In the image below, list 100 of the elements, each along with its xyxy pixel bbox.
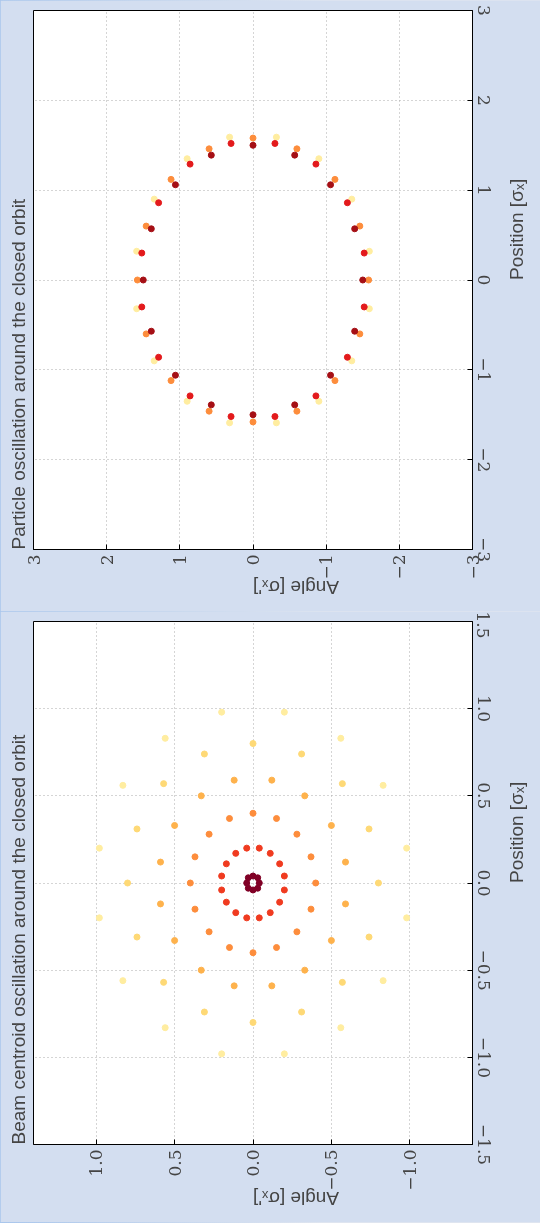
point <box>327 181 335 189</box>
point <box>312 879 320 887</box>
point <box>133 825 141 833</box>
point <box>356 330 364 338</box>
point <box>351 327 359 335</box>
point <box>197 792 205 800</box>
x-axis-title: Angle [σₓ'] <box>252 577 340 599</box>
y-tick-label: −1.0 <box>473 1036 494 1078</box>
point <box>338 978 346 986</box>
point <box>225 815 233 822</box>
point <box>200 750 208 758</box>
point <box>155 199 163 207</box>
point <box>150 195 158 203</box>
point <box>157 900 164 908</box>
point <box>95 844 103 852</box>
point <box>291 151 299 159</box>
point <box>171 937 179 945</box>
point <box>298 750 306 758</box>
point <box>348 357 356 365</box>
y-tick-label: 2 <box>473 94 494 106</box>
point <box>379 781 387 789</box>
point <box>276 860 284 868</box>
point <box>301 792 309 800</box>
point <box>249 740 257 748</box>
point <box>227 413 235 421</box>
y-axis-title: Position [σₓ] <box>506 178 527 280</box>
point <box>133 933 141 941</box>
y-tick-label: 0 <box>473 274 494 286</box>
point <box>403 844 411 852</box>
point <box>315 155 323 163</box>
point <box>291 401 299 409</box>
point <box>337 1024 345 1032</box>
point <box>155 353 163 361</box>
point <box>280 708 288 716</box>
point <box>124 879 132 887</box>
point <box>161 1024 169 1032</box>
point <box>360 303 368 311</box>
point <box>243 844 251 852</box>
point <box>183 155 191 163</box>
point <box>161 734 169 742</box>
point <box>147 225 155 233</box>
x-tick-label: −1.0 <box>399 1149 420 1191</box>
point <box>276 898 284 906</box>
point <box>205 830 213 838</box>
text: Beam centroid oscillation around the closed orbit <box>7 733 29 1145</box>
y-tick-label: −2 <box>473 447 494 473</box>
point <box>374 879 382 887</box>
point <box>331 377 339 385</box>
point <box>255 844 263 852</box>
x-tick-label: −0.5 <box>321 1149 342 1191</box>
point <box>272 133 280 141</box>
point <box>119 781 127 789</box>
point <box>273 944 281 951</box>
point <box>342 900 349 908</box>
point <box>191 905 199 913</box>
point <box>142 222 150 230</box>
point <box>365 825 373 833</box>
x-tick-label: 1.0 <box>86 1149 107 1177</box>
point <box>268 982 276 990</box>
point <box>225 944 233 951</box>
point <box>351 225 359 233</box>
point <box>142 330 150 338</box>
point <box>167 377 175 385</box>
point <box>95 914 103 922</box>
point <box>205 145 213 153</box>
point <box>232 849 240 857</box>
point <box>271 139 279 147</box>
point <box>133 276 141 284</box>
point <box>293 407 301 415</box>
point <box>266 909 274 917</box>
point <box>327 937 335 945</box>
point <box>160 780 168 788</box>
x-tick-label: 1 <box>169 554 190 566</box>
point <box>244 884 252 892</box>
point <box>230 982 238 990</box>
point <box>271 413 279 421</box>
point <box>230 776 238 784</box>
point <box>280 886 288 894</box>
point <box>119 977 127 985</box>
point <box>218 708 226 716</box>
y-tick-label: 0.5 <box>473 782 494 810</box>
point <box>243 914 251 922</box>
y-tick-label: 0.0 <box>473 869 494 897</box>
point <box>327 371 335 379</box>
point <box>171 181 179 189</box>
point <box>186 392 194 400</box>
point <box>255 879 263 887</box>
point <box>293 928 301 936</box>
x-axis-title: Angle [σₓ'] <box>252 1188 340 1210</box>
x-tick-label: −1 <box>316 554 337 580</box>
point <box>249 1018 257 1026</box>
point <box>222 898 230 906</box>
point <box>342 858 349 866</box>
point <box>138 303 146 311</box>
point <box>205 407 213 415</box>
point <box>312 160 320 168</box>
x-tick-label: 0 <box>243 554 263 566</box>
text: Particle oscillation around the closed orbit <box>7 198 29 550</box>
point <box>138 249 146 257</box>
point <box>280 872 288 880</box>
